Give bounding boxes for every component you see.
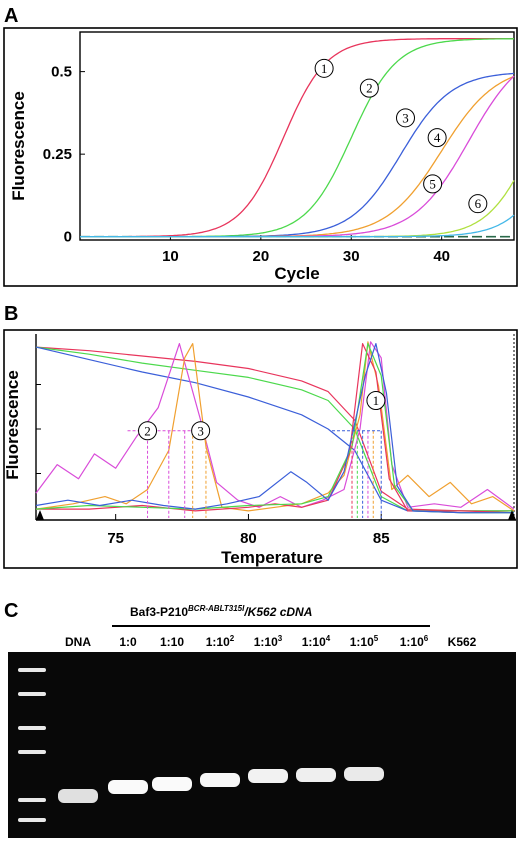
panel-a-ytick-label: 0.5: [51, 64, 72, 81]
gel-ladder-band: [18, 750, 46, 754]
gel-ladder-band: [18, 798, 46, 802]
gel-header-suffix: /K562 cDNA: [243, 605, 312, 619]
panel-b-marker-circle: [366, 391, 386, 411]
gel-background: [8, 652, 516, 838]
gel-header: Baf3-P210BCR-ABLT315I/K562 cDNA: [130, 604, 312, 619]
panel-c-gel: Baf3-P210BCR-ABLT315I/K562 cDNA DNA 1:0 1:…: [8, 604, 516, 838]
panel-a-marker-circle: [427, 128, 447, 148]
panel-a-ytick-label: 0: [64, 229, 72, 246]
panel-a-marker-label: 4: [434, 130, 441, 145]
gel-lane-label: 1:104: [302, 634, 331, 649]
panel-a-xlabel: Cycle: [274, 264, 319, 283]
panel-a-marker-circle: [359, 78, 379, 98]
gel-band: [344, 767, 384, 781]
panel-b-marker-label: 2: [144, 423, 151, 438]
panel-a-xtick-label: 10: [162, 248, 179, 265]
panel-a-ylabel: Fluorescence: [9, 91, 28, 201]
gel-band: [58, 789, 98, 803]
gel-ladder-band: [18, 726, 46, 730]
panel-a-ytick-label: 0.25: [43, 146, 72, 163]
gel-band: [200, 773, 240, 787]
panel-b-ylabel: Fluorescence: [3, 370, 22, 480]
panel-a-marker-circle: [314, 58, 334, 78]
panel-a-xtick-label: 30: [343, 248, 360, 265]
panel-a-letter: A: [4, 5, 18, 27]
gel-lane-label: 1:0: [119, 635, 137, 649]
gel-band: [248, 769, 288, 783]
gel-ladder-band: [18, 692, 46, 696]
gel-ladder-band: [18, 818, 46, 822]
panel-b-xtick-label: 85: [373, 530, 390, 547]
gel-lane-label: K562: [448, 635, 477, 649]
gel-lane-label: 1:10: [160, 635, 184, 649]
panel-a-border: [3, 27, 518, 287]
panel-a-marker-label: 2: [366, 81, 373, 96]
panel-b-marker-label: 1: [373, 393, 380, 408]
panel-b-curve-1: [35, 346, 514, 512]
gel-lane-label: 1:103: [254, 634, 283, 649]
gel-band: [108, 780, 148, 794]
panel-b-xlabel: Temperature: [221, 548, 323, 567]
panel-a-marker-label: 5: [429, 176, 436, 191]
gel-lane-label: 1:102: [206, 634, 235, 649]
gel-band: [296, 768, 336, 782]
gel-lane-label: 1:106: [400, 634, 429, 649]
panel-a-marker-label: 6: [475, 196, 482, 211]
panel-a-xtick-label: 40: [433, 248, 450, 265]
gel-header-base: Baf3-P210: [130, 605, 188, 619]
gel-header-sup: BCR-ABLT315I: [188, 604, 245, 613]
panel-a-marker-circle: [423, 174, 443, 194]
panel-b-marker-circle: [191, 421, 211, 441]
panel-b-marker-circle: [138, 421, 158, 441]
panel-b-plot-area: [36, 334, 516, 520]
panel-a-xtick-label: 20: [252, 248, 269, 265]
panel-a-marker-circle: [396, 108, 415, 128]
gel-lane-label: DNA: [65, 635, 91, 649]
panel-a-frame: [79, 31, 515, 241]
panel-b-xtick-label: 75: [107, 530, 124, 547]
panel-a-marker-label: 1: [321, 61, 328, 76]
panel-a-marker-circle: [468, 194, 488, 214]
panel-a-curve-7: [80, 214, 515, 238]
panel-b-corner-blip: [36, 510, 44, 520]
gel-ladder-band: [18, 668, 46, 672]
panel-b-letter: B: [4, 303, 18, 325]
panel-b-chart: 75 80 85 1 2 3 Temperature Fluorescence: [3, 334, 516, 567]
panel-b-curve-8: [35, 343, 514, 514]
panel-a-marker-label: 3: [402, 110, 409, 125]
panel-a-chart: 10 20 30 40 0 0.25 0.5 1 2 3 4 5 6 Cycle Fluorescen…: [9, 31, 515, 283]
panel-b-marker-label: 3: [197, 423, 204, 438]
gel-lane-label: 1:105: [350, 634, 379, 649]
panel-b-corner-blip: [508, 510, 516, 520]
panel-b-xtick-label: 80: [240, 530, 257, 547]
panel-b-curve-4: [35, 341, 515, 510]
panel-b-border: [3, 329, 518, 569]
panel-c-letter: C: [4, 600, 18, 622]
gel-band: [152, 777, 192, 791]
